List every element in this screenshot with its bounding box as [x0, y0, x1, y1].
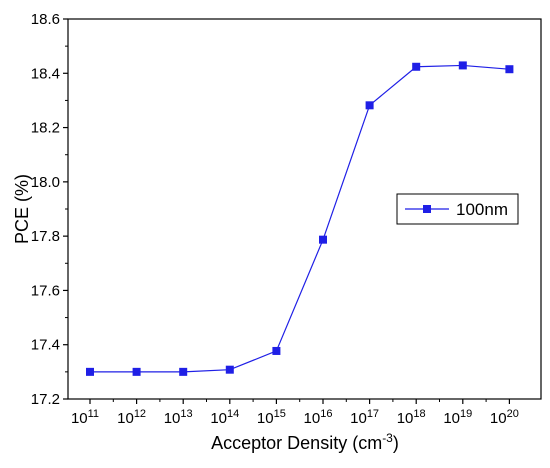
x-axis-title-suffix: ) — [393, 433, 399, 453]
y-tick-label: 17.8 — [31, 228, 60, 245]
x-tick-label: 1019 — [443, 408, 472, 427]
x-tick-label: 1017 — [350, 408, 379, 427]
y-axis-ticks: 17.2 17.4 17.6 17.8 18.0 18.2 18.4 18.6 — [31, 11, 68, 408]
series-layer — [86, 61, 514, 376]
x-tick-label: 1013 — [164, 408, 193, 427]
x-tick-label: 1020 — [490, 408, 519, 427]
data-point — [225, 365, 234, 374]
data-point — [86, 367, 94, 376]
y-tick-label: 17.2 — [31, 391, 60, 408]
y-tick-label: 18.4 — [31, 65, 60, 82]
x-tick-label: 1018 — [397, 408, 426, 427]
x-tick-label: 1012 — [117, 408, 146, 427]
data-point — [272, 346, 281, 355]
y-tick-label: 18.0 — [31, 174, 60, 191]
data-point — [365, 101, 374, 110]
data-point — [505, 65, 514, 74]
y-tick-label: 18.6 — [31, 11, 60, 28]
series-line — [90, 64, 510, 373]
legend-marker — [423, 205, 431, 213]
legend: 100nm — [396, 193, 519, 225]
x-axis-title-exponent: -3 — [382, 431, 393, 445]
data-point — [412, 62, 421, 71]
y-axis-title: PCE (%) — [12, 174, 32, 244]
x-tick-label: 1015 — [257, 408, 286, 427]
x-tick-label: 1014 — [210, 408, 239, 427]
x-axis-title: Acceptor Density (cm-3) — [211, 431, 399, 453]
y-tick-label: 18.2 — [31, 120, 60, 137]
x-axis-ticks: 1011 1012 1013 1014 1015 1016 1017 1018 1019 1020 — [71, 399, 519, 427]
data-point — [179, 367, 188, 376]
y-tick-label: 17.6 — [31, 282, 60, 299]
legend-label: 100nm — [456, 200, 508, 219]
x-tick-label: 1011 — [71, 408, 99, 427]
y-tick-label: 17.4 — [31, 337, 60, 354]
x-tick-label: 1016 — [304, 408, 333, 427]
x-axis-title-main: Acceptor Density (cm — [211, 433, 382, 453]
data-point — [458, 61, 467, 70]
data-point — [132, 367, 141, 376]
data-point — [319, 235, 327, 244]
